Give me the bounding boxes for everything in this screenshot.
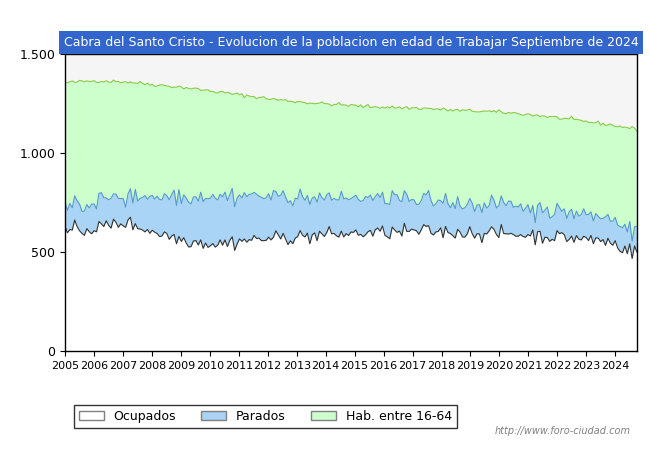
Legend: Ocupados, Parados, Hab. entre 16-64: Ocupados, Parados, Hab. entre 16-64 (73, 405, 457, 428)
Title: Cabra del Santo Cristo - Evolucion de la poblacion en edad de Trabajar Septiembr: Cabra del Santo Cristo - Evolucion de la… (64, 36, 638, 49)
Text: http://www.foro-ciudad.com: http://www.foro-ciudad.com (495, 427, 630, 436)
